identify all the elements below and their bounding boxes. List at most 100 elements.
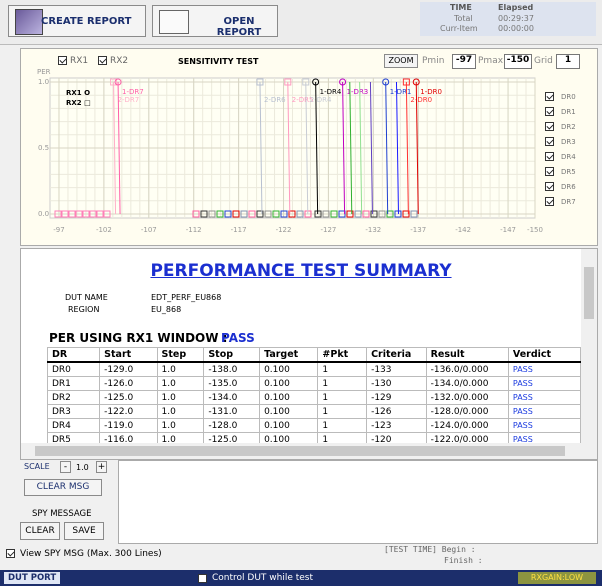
- x-tick-label: -147: [500, 226, 516, 234]
- dr-checkbox[interactable]: [545, 197, 554, 206]
- baseline-marker: [216, 210, 224, 218]
- open-report-button[interactable]: OPEN REPORT: [152, 5, 278, 38]
- table-cell: -131.0: [203, 404, 261, 419]
- dr-checkbox[interactable]: [545, 152, 554, 161]
- baseline-marker: [362, 210, 370, 218]
- baseline-marker: [346, 210, 354, 218]
- table-cell: 1.0: [156, 376, 205, 391]
- zoom-button[interactable]: ZOOM: [384, 54, 418, 68]
- curr-item-label: Curr-Item: [440, 24, 478, 33]
- table-cell: -134.0: [203, 390, 261, 405]
- status-bar: [0, 570, 602, 586]
- grid-label: Grid: [534, 56, 553, 66]
- results-table: DR Start Step Stop Target #Pkt Criteria Result V…: [46, 347, 582, 447]
- pmax-input[interactable]: -150: [504, 54, 532, 69]
- table-cell: -124.0/0.000: [425, 418, 509, 433]
- baseline-marker: [82, 210, 90, 218]
- dr-checkbox[interactable]: [545, 122, 554, 131]
- baseline-marker: [264, 210, 272, 218]
- pmin-input[interactable]: -97: [452, 54, 476, 69]
- table-cell: -129.0: [99, 361, 158, 377]
- clear-msg-button[interactable]: CLEAR MSG: [24, 479, 102, 496]
- baseline-marker: [280, 210, 288, 218]
- baseline-marker: [192, 210, 200, 218]
- table-row: DR4 -119.0 1.0 -128.0 0.100 1 -123 -124.0/0.000…: [46, 418, 582, 433]
- table-row: DR1 -126.0 1.0 -135.0 0.100 1 -130 -134.0/0.000…: [46, 376, 582, 391]
- table-cell: 1.0: [156, 390, 205, 405]
- elapsed-header: Elapsed: [498, 3, 534, 12]
- rx2-checkbox[interactable]: [98, 56, 107, 65]
- table-cell: 1: [317, 376, 368, 391]
- table-cell: -125.0: [99, 390, 158, 405]
- scale-minus[interactable]: -: [60, 461, 71, 473]
- report-pane: PERFORMANCE TEST SUMMARY DUT NAME EDT_PE…: [20, 248, 598, 460]
- x-tick-label: -122: [276, 226, 292, 234]
- dr-checkbox[interactable]: [545, 137, 554, 146]
- chart-title: SENSITIVITY TEST: [178, 57, 259, 66]
- verdict-cell: PASS: [507, 390, 582, 405]
- table-cell: 0.100: [259, 376, 319, 391]
- create-report-button[interactable]: CREATE REPORT: [8, 5, 146, 37]
- dr-label: DR7: [561, 198, 576, 206]
- baseline-marker: [370, 210, 378, 218]
- curve-label: 2-DR4: [310, 96, 332, 104]
- sensitivity-chart: -97 -102 -107 -112 -117 -122 -127 -132 -137 -142 -…: [37, 68, 543, 234]
- dr-checkbox[interactable]: [545, 92, 554, 101]
- window-verdict: PASS: [221, 331, 255, 345]
- dr-checkbox[interactable]: [545, 182, 554, 191]
- dr-checkbox[interactable]: [545, 167, 554, 176]
- baseline-marker: [378, 210, 386, 218]
- table-cell: 1: [317, 361, 368, 377]
- column-header: Criteria: [366, 347, 427, 363]
- scale-plus[interactable]: +: [96, 461, 107, 473]
- column-header: Verdict: [507, 347, 582, 363]
- table-cell: -134.0/0.000: [425, 376, 509, 391]
- table-cell: -136.0/0.000: [425, 361, 509, 377]
- table-cell: 1: [317, 404, 368, 419]
- view-spy-label: View SPY MSG (Max. 300 Lines): [20, 549, 162, 559]
- rxgain-indicator: RXGAIN:LOW: [518, 572, 596, 584]
- table-cell: DR1: [46, 376, 101, 391]
- grid-input[interactable]: 1: [556, 54, 580, 69]
- baseline-marker: [224, 210, 232, 218]
- table-cell: 0.100: [259, 361, 319, 377]
- baseline-marker: [232, 210, 240, 218]
- test-time-finish: Finish :: [444, 556, 483, 565]
- control-dut-checkbox[interactable]: [198, 574, 207, 583]
- curve-top-marker: [284, 78, 292, 86]
- curve-label: 2-DR5: [292, 96, 314, 104]
- curve-top-marker: [256, 78, 264, 86]
- legend-entry: RX1 O: [66, 89, 90, 97]
- table-row: DR0 -129.0 1.0 -138.0 0.100 1 -133 -136.0/0.000…: [46, 361, 582, 377]
- baseline-marker: [89, 210, 97, 218]
- baseline-marker: [54, 210, 62, 218]
- baseline-marker: [330, 210, 338, 218]
- dr-checkbox[interactable]: [545, 107, 554, 116]
- x-tick-label: -112: [186, 226, 202, 234]
- table-cell: -128.0: [203, 418, 261, 433]
- spy-message-box[interactable]: [118, 460, 598, 544]
- dr-label: DR3: [561, 138, 576, 146]
- column-header: Step: [156, 347, 205, 363]
- baseline-marker: [75, 210, 83, 218]
- column-header: DR: [46, 347, 101, 363]
- table-cell: -133: [366, 361, 427, 377]
- per-curve: [359, 81, 363, 215]
- per-curve: [259, 81, 263, 215]
- per-curve: [405, 81, 409, 215]
- report-icon: [15, 9, 43, 35]
- baseline-marker: [68, 210, 76, 218]
- x-tick-label: -137: [410, 226, 426, 234]
- pmin-label: Pmin: [422, 56, 445, 66]
- time-panel: TIME Elapsed Total 00:29:37 Curr-Item 00…: [420, 2, 596, 36]
- table-cell: 0.100: [259, 404, 319, 419]
- rx1-checkbox[interactable]: [58, 56, 67, 65]
- view-spy-checkbox[interactable]: [6, 549, 15, 558]
- save-button[interactable]: SAVE: [64, 522, 104, 540]
- vertical-scrollbar[interactable]: [581, 249, 597, 443]
- horizontal-scrollbar[interactable]: [21, 443, 597, 459]
- clear-button[interactable]: CLEAR: [20, 522, 60, 540]
- baseline-marker: [240, 210, 248, 218]
- table-row: DR2 -125.0 1.0 -134.0 0.100 1 -129 -132.0/0.000…: [46, 390, 582, 405]
